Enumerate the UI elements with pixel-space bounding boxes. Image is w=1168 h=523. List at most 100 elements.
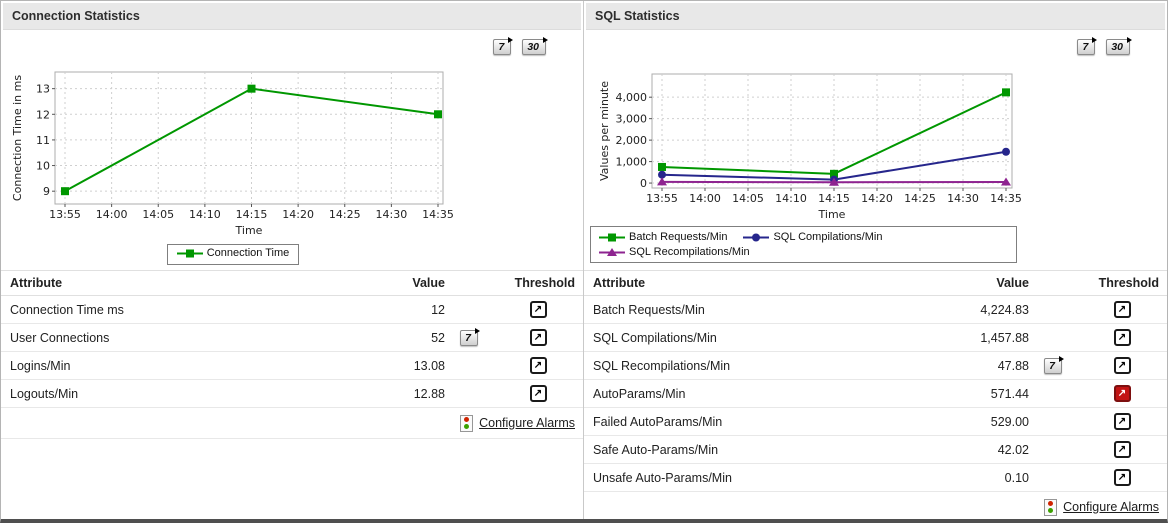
legend-label: SQL Compilations/Min (773, 231, 883, 243)
attribute-label: Batch Requests/Min (593, 302, 705, 317)
svg-text:13: 13 (36, 83, 50, 96)
history-range-button[interactable]: 7 (1044, 355, 1064, 374)
alarm-status-icon[interactable] (1044, 498, 1058, 516)
corner-arrow-icon (1058, 355, 1064, 362)
svg-text:9: 9 (43, 185, 50, 198)
configure-alarms-link[interactable]: Configure Alarms (479, 416, 575, 430)
legend-wrap: Batch Requests/Min SQL Compilations/Min SQ… (590, 226, 1017, 263)
range-30-days-button[interactable]: 30 (1106, 37, 1132, 55)
threshold-icon[interactable]: ↗ (1113, 413, 1131, 430)
threshold-icon[interactable]: ↗ (1113, 357, 1131, 374)
threshold-icon[interactable]: ↗ (529, 357, 547, 374)
table-row: Safe Auto-Params/Min 42.02 ↗ (584, 436, 1167, 464)
value-cell: 529.00 (990, 414, 1029, 429)
chart-zone: 7 30 13:55 14:00 14:05 14:10 14:15 14:20 14:25… (584, 30, 1167, 270)
column-header-threshold: Threshold (514, 276, 575, 290)
svg-text:Connection Time in ms: Connection Time in ms (11, 75, 24, 201)
range-button-label: 7 (1082, 41, 1089, 53)
metrics-table: Connection Time ms 12 ↗ User Connections 52 7… (1, 296, 583, 408)
svg-text:3,000: 3,000 (616, 113, 648, 126)
threshold-icon[interactable]: ↗ (1113, 385, 1131, 402)
svg-text:2,000: 2,000 (616, 134, 648, 147)
value-cell: 42.02 (997, 442, 1029, 457)
legend-item: Batch Requests/Min (599, 231, 727, 243)
value-cell: 47.88 (997, 358, 1029, 373)
configure-alarms-row: Configure Alarms (584, 492, 1167, 519)
column-header-attribute: Attribute (10, 276, 63, 290)
table-row: User Connections 52 7 ↗ (1, 324, 583, 352)
column-header-value: Value (996, 276, 1029, 290)
svg-text:14:10: 14:10 (775, 192, 807, 205)
range-30-days-button[interactable]: 30 (522, 37, 548, 55)
svg-text:14:30: 14:30 (376, 208, 408, 221)
threshold-icon[interactable]: ↗ (1113, 301, 1131, 318)
svg-text:14:25: 14:25 (904, 192, 936, 205)
range-button-label: 30 (527, 41, 539, 53)
threshold-cell: ↗ (493, 385, 583, 402)
threshold-cell: ↗ (1077, 385, 1167, 402)
column-header-attribute: Attribute (593, 276, 646, 290)
chart-legend: Batch Requests/Min SQL Compilations/Min SQ… (590, 226, 1017, 263)
table-row: Connection Time ms 12 ↗ (1, 296, 583, 324)
svg-text:14:05: 14:05 (732, 192, 764, 205)
corner-arrow-icon (543, 37, 548, 43)
table-row: Logouts/Min 12.88 ↗ (1, 380, 583, 408)
svg-text:13:55: 13:55 (49, 208, 81, 221)
panel-title: SQL Statistics (595, 9, 680, 23)
threshold-cell: ↗ (1077, 329, 1167, 346)
svg-text:14:15: 14:15 (818, 192, 850, 205)
legend-wrap: Connection Time (7, 244, 459, 265)
value-cell: 0.10 (1004, 470, 1029, 485)
threshold-icon[interactable]: ↗ (1113, 441, 1131, 458)
svg-text:0: 0 (640, 177, 647, 190)
threshold-icon[interactable]: ↗ (529, 301, 547, 318)
svg-text:4,000: 4,000 (616, 91, 648, 104)
configure-alarms-link[interactable]: Configure Alarms (1063, 500, 1159, 514)
svg-text:1,000: 1,000 (616, 156, 648, 169)
svg-text:13:55: 13:55 (646, 192, 678, 205)
history-range-button[interactable]: 7 (460, 327, 480, 346)
chart-svg: 13:55 14:00 14:05 14:10 14:15 14:20 14:25 14:30… (598, 73, 1022, 221)
svg-text:12: 12 (36, 108, 50, 121)
svg-text:Time: Time (818, 208, 846, 221)
threshold-cell: ↗ (493, 301, 583, 318)
green-dot-icon (1048, 508, 1054, 513)
range-button-label: 7 (498, 41, 505, 53)
configure-alarms-row: Configure Alarms (1, 408, 583, 439)
legend-item: SQL Recompilations/Min (599, 246, 750, 258)
corner-arrow-icon (474, 327, 480, 334)
corner-arrow-icon (1127, 37, 1132, 43)
threshold-icon[interactable]: ↗ (1113, 469, 1131, 486)
attribute-label: Safe Auto-Params/Min (593, 442, 719, 457)
svg-text:14:20: 14:20 (282, 208, 314, 221)
chart-zone: 7 30 13:55 14:00 14:05 14:10 14:15 14:20 14:25… (1, 30, 583, 270)
attribute-label: User Connections (10, 330, 110, 345)
table-row: Failed AutoParams/Min 529.00 ↗ (584, 408, 1167, 436)
threshold-cell: ↗ (1077, 357, 1167, 374)
table-row: AutoParams/Min 571.44 ↗ (584, 380, 1167, 408)
panel-header: SQL Statistics (586, 3, 1165, 30)
legend-item: Connection Time (176, 247, 289, 259)
table-row: Batch Requests/Min 4,224.83 ↗ (584, 296, 1167, 324)
chart-legend: Connection Time (166, 244, 300, 265)
svg-text:14:20: 14:20 (861, 192, 893, 205)
threshold-cell: ↗ (1077, 301, 1167, 318)
panel-header: Connection Statistics (3, 3, 581, 30)
threshold-icon[interactable]: ↗ (529, 385, 547, 402)
threshold-icon[interactable]: ↗ (529, 329, 547, 346)
svg-text:11: 11 (36, 134, 50, 147)
svg-text:14:05: 14:05 (142, 208, 174, 221)
range-7-days-button[interactable]: 7 (1077, 37, 1098, 55)
threshold-icon[interactable]: ↗ (1113, 329, 1131, 346)
red-dot-icon (464, 417, 470, 422)
green-dot-icon (464, 424, 470, 429)
history-button-cell: 7 (445, 327, 493, 346)
svg-text:14:35: 14:35 (990, 192, 1022, 205)
alarm-status-icon[interactable] (460, 414, 474, 432)
range-7-days-button[interactable]: 7 (493, 37, 514, 55)
panel-connection-statistics: Connection Statistics 7 30 13:55 14:00 14:… (1, 1, 584, 519)
attribute-label: Logouts/Min (10, 386, 79, 401)
value-cell: 1,457.88 (980, 330, 1029, 345)
corner-arrow-icon (508, 37, 514, 43)
svg-text:14:25: 14:25 (329, 208, 361, 221)
